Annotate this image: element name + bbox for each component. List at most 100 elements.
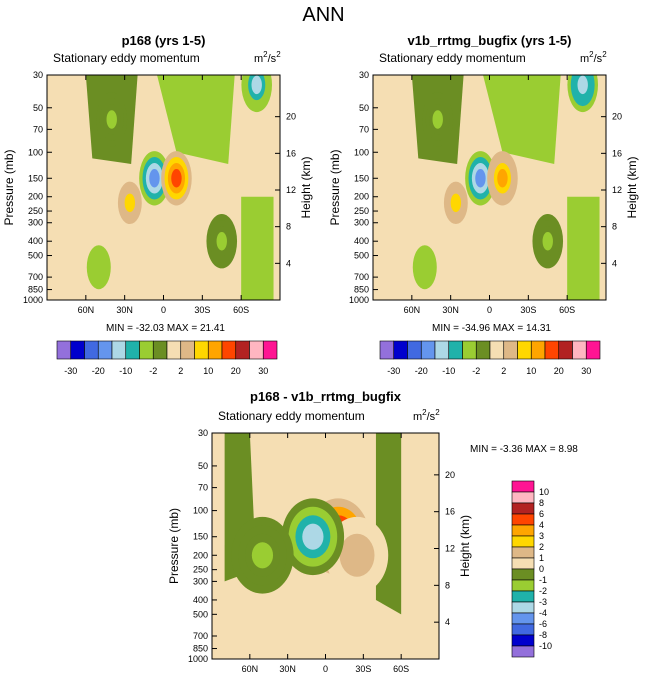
contour-field (47, 75, 280, 300)
y-right-tick-label: 12 (612, 185, 622, 195)
x-tick-label: 30S (194, 305, 210, 315)
colorbar-swatch (585, 340, 601, 360)
band-negative-sh (157, 75, 235, 164)
y-tick-label: 100 (193, 506, 208, 516)
colorbar-swatch (111, 340, 127, 360)
y-right-tick-label: 20 (445, 470, 455, 480)
y-right-tick-label: 20 (612, 112, 622, 122)
y-right-axis-label: Height (km) (299, 156, 313, 218)
colorbar-label: -20 (415, 366, 428, 376)
y-tick-label: 300 (354, 218, 369, 228)
y-tick-label: 500 (28, 251, 43, 261)
units-label: m2/s2 (580, 50, 607, 65)
y-tick-label: 1000 (23, 295, 43, 305)
y-tick-label: 150 (354, 173, 369, 183)
band-negative-sh (483, 75, 561, 164)
colorbar-swatch (489, 340, 505, 360)
colorbar-swatch (194, 340, 209, 360)
panel-3: p168 - v1b_rrtmg_bugfix Stationary eddy m… (167, 389, 578, 674)
x-tick-label: 30S (355, 664, 371, 674)
colorbar-label: -2 (472, 366, 480, 376)
colorbar-swatch (511, 535, 535, 548)
colorbar-swatch (511, 480, 535, 493)
y-tick-label: 500 (193, 609, 208, 619)
colorbar-swatch (511, 568, 535, 581)
x-tick-label: 30N (279, 664, 296, 674)
y-tick-label: 250 (28, 206, 43, 216)
colorbar-label: 3 (539, 531, 544, 541)
colorbar-label: -3 (539, 597, 547, 607)
panel-title: p168 - v1b_rrtmg_bugfix (250, 389, 402, 404)
colorbar-label: -4 (539, 608, 547, 618)
colorbar-swatch (544, 340, 560, 360)
colorbar-swatch (511, 645, 535, 658)
y-axis-label: Pressure (mb) (2, 149, 16, 225)
colorbar-swatch (511, 623, 535, 636)
y-tick-label: 70 (33, 124, 43, 134)
x-tick-label: 0 (161, 305, 166, 315)
min-max-stats: MIN = -3.36 MAX = 8.98 (470, 444, 578, 455)
y-right-tick-label: 8 (612, 222, 617, 232)
colorbar-label: 2 (178, 366, 183, 376)
contour-ring-5-3 (216, 231, 227, 251)
colorbar-swatch (511, 546, 535, 559)
colorbar-swatch (511, 491, 535, 504)
panel-subtitle: Stationary eddy momentum (379, 51, 526, 65)
contour-ring-4-3 (577, 75, 588, 95)
colorbar-swatch (558, 340, 573, 360)
x-tick-label: 60S (393, 664, 409, 674)
contour-ring-0-3 (450, 193, 462, 213)
panel-title: v1b_rrtmg_bugfix (yrs 1-5) (408, 33, 572, 48)
y-tick-label: 400 (354, 236, 369, 246)
y-axis-label: Pressure (mb) (167, 508, 181, 584)
y-tick-label: 150 (28, 173, 43, 183)
y-right-tick-label: 4 (286, 258, 291, 268)
colorbar-swatch (56, 340, 72, 360)
colorbar-swatch (511, 502, 535, 515)
colorbar-swatch (84, 340, 99, 360)
y-tick-label: 70 (198, 483, 208, 493)
colorbar-label: 10 (539, 487, 549, 497)
y-right-tick-label: 16 (445, 507, 455, 517)
x-tick-label: 0 (487, 305, 492, 315)
panel-2: v1b_rrtmg_bugfix (yrs 1-5) Stationary edd… (328, 33, 639, 376)
y-tick-label: 200 (354, 192, 369, 202)
y-tick-label: 250 (193, 565, 208, 575)
y-tick-label: 30 (359, 70, 369, 80)
colorbar-swatch (393, 340, 408, 360)
contour-ring-1-3 (346, 542, 368, 569)
units-label: m2/s2 (254, 50, 281, 65)
y-tick-label: 850 (354, 285, 369, 295)
y-right-tick-label: 16 (286, 148, 296, 158)
colorbar-swatch (511, 513, 535, 526)
y-right-tick-label: 12 (286, 185, 296, 195)
contour-ring-3-3 (251, 542, 274, 569)
colorbar-swatch (262, 340, 278, 360)
colorbar-swatch (139, 340, 154, 360)
y-right-tick-label: 4 (612, 258, 617, 268)
colorbar-label: 2 (501, 366, 506, 376)
y-tick-label: 150 (193, 532, 208, 542)
colorbar-label: -2 (539, 586, 547, 596)
contour-ring-2-3 (497, 169, 508, 188)
y-right-tick-label: 8 (445, 580, 450, 590)
page-title: ANN (302, 4, 345, 26)
colorbar: -30 -20 -10 -2 2 10 20 30 (56, 340, 278, 376)
colorbar-label: 4 (539, 520, 544, 530)
colorbar-swatch (420, 340, 436, 360)
band-negative-polar (241, 196, 274, 300)
y-right-tick-label: 4 (445, 617, 450, 627)
colorbar-swatch (125, 340, 140, 360)
colorbar-label: 1 (539, 553, 544, 563)
colorbar-swatch (407, 340, 422, 360)
x-tick-label: 30N (442, 305, 459, 315)
colorbar-label: 20 (231, 366, 241, 376)
colorbar-swatch (511, 590, 535, 603)
x-tick-label: 30S (520, 305, 536, 315)
y-right-tick-label: 12 (445, 544, 455, 554)
colorbar-swatch (511, 601, 535, 614)
colorbar-label: -1 (539, 575, 547, 585)
colorbar-swatch (97, 340, 113, 360)
contour-ring-5-3 (542, 231, 553, 251)
colorbar-label: -2 (149, 366, 157, 376)
